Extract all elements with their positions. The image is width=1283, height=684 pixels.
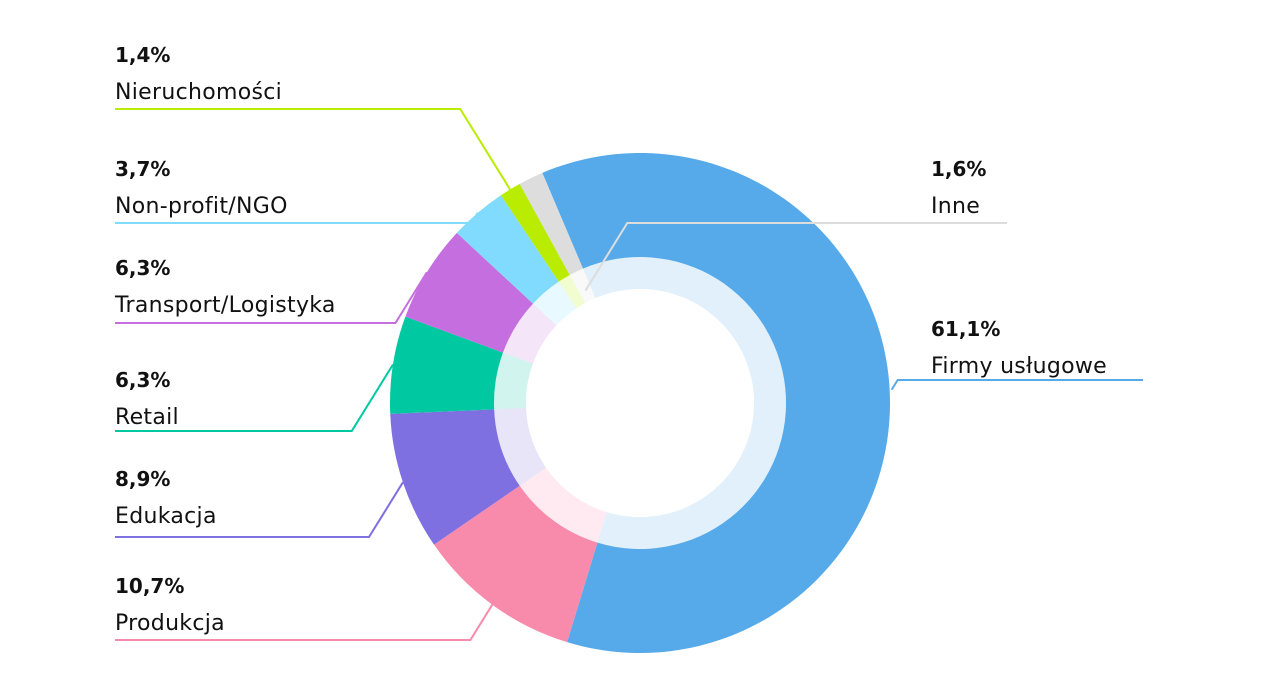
value-label-edukacja: 8,9% (115, 467, 170, 491)
category-label-inne: Inne (931, 194, 980, 219)
value-label-retail: 6,3% (115, 368, 170, 392)
inner-slice-firmy-uslugowe (582, 257, 786, 550)
slice-nieruchomosci (500, 183, 570, 282)
leader-lines (115, 108, 1143, 641)
leader-line-inne (584, 222, 1007, 292)
leader-line-edukacja (115, 481, 404, 538)
value-label-produkcja: 10,7% (115, 574, 184, 598)
donut-slices (390, 153, 890, 653)
leader-line-retail (115, 363, 394, 432)
inner-slice-nieruchomosci (558, 275, 586, 309)
leader-line-non-profit-ngo (115, 212, 479, 224)
value-label-firmy-uslugowe: 61,1% (931, 317, 1000, 341)
inner-slice-retail (494, 352, 534, 410)
slice-labels: 61,1% Firmy usługowe 10,7% Produkcja 8,9% Edu… (114, 43, 1107, 636)
category-label-retail: Retail (115, 405, 179, 430)
category-label-produkcja: Produkcja (115, 611, 225, 636)
value-label-inne: 1,6% (931, 157, 986, 181)
leader-line-transport-logistyka (115, 271, 428, 324)
inner-slice-non-profit-ngo (533, 281, 577, 326)
leader-line-firmy-uslugowe (890, 379, 1143, 391)
donut-hole (526, 289, 754, 517)
donut-inner-ring (494, 257, 786, 550)
category-label-firmy-uslugowe: Firmy usługowe (931, 354, 1107, 379)
category-label-non-profit-ngo: Non-profit/NGO (115, 194, 288, 219)
leader-line-nieruchomosci (115, 108, 520, 205)
value-label-transport-logistyka: 6,3% (115, 256, 170, 280)
slice-retail (390, 316, 503, 414)
inner-slice-transport-logistyka (502, 303, 557, 364)
slice-inne (519, 172, 583, 276)
slice-firmy-uslugowe (542, 153, 890, 653)
category-label-nieruchomosci: Nieruchomości (115, 80, 282, 105)
value-label-non-profit-ngo: 3,7% (115, 157, 170, 181)
slice-transport-logistyka (405, 232, 534, 353)
category-label-edukacja: Edukacja (115, 504, 217, 529)
slice-produkcja (434, 485, 598, 643)
slice-edukacja (390, 409, 520, 545)
inner-slice-inne (569, 268, 596, 304)
inner-slice-produkcja (519, 467, 607, 543)
slice-non-profit-ngo (456, 195, 559, 304)
inner-slice-edukacja (494, 407, 547, 486)
value-label-nieruchomosci: 1,4% (115, 43, 170, 67)
leader-line-produkcja (115, 604, 494, 641)
category-label-transport-logistyka: Transport/Logistyka (114, 293, 336, 318)
